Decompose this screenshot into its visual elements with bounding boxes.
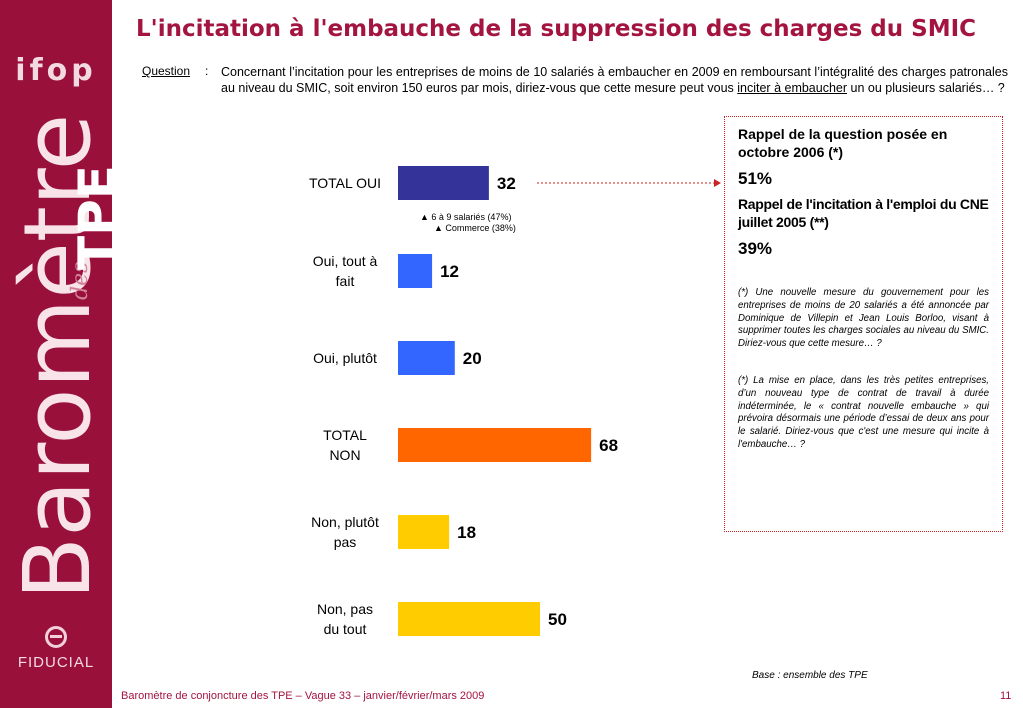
rappel-note-cne: (*) La mise en place, dans les très peti… (738, 374, 989, 450)
fiducial-logo-icon (45, 626, 67, 648)
category-label-3-0: TOTAL (323, 427, 367, 443)
page-title: L'incitation à l'embauche de la suppress… (136, 16, 977, 42)
base-note: Base : ensemble des TPE (752, 670, 868, 681)
value-label-1: 12 (440, 262, 459, 281)
category-label-4-0: Non, plutôt (311, 514, 379, 530)
bar-4 (398, 515, 450, 549)
question-label: Question (142, 64, 191, 78)
value-label-3: 68 (599, 436, 618, 455)
sidebar: ifop Baromètre des TPE FIDUCIAL (0, 0, 126, 708)
question-text-underlined: inciter à embaucher (737, 81, 848, 95)
rappel-title-cne: Rappel de l'incitation à l'emploi du CNE… (738, 196, 989, 230)
question-text: Concernant l’incitation pour les entrepr… (221, 64, 1008, 96)
category-label-3-1: NON (329, 447, 360, 463)
footer-text: Baromètre de conjoncture des TPE – Vague… (121, 690, 485, 702)
fiducial-wordmark: FIDUCIAL (17, 654, 95, 671)
value-label-5: 50 (548, 610, 567, 629)
category-label-4-1: pas (334, 534, 357, 550)
category-label-5-0: Non, pas (317, 601, 373, 617)
page-number: 11 (1000, 690, 1012, 702)
rappel-title-2006: Rappel de la question posée en octobre 2… (738, 126, 948, 160)
category-label-5-1: du tout (324, 621, 367, 637)
category-label-1-1: fait (336, 273, 355, 289)
ifop-logo: ifop (15, 52, 97, 88)
question-colon: : (205, 64, 209, 78)
annotation-0: ▲ 6 à 9 salariés (47%) (420, 212, 511, 222)
bar-5 (398, 602, 540, 636)
rappel-box: Rappel de la question posée en octobre 2… (724, 116, 1003, 532)
connector-arrowhead (714, 179, 721, 187)
category-label-2-0: Oui, plutôt (313, 350, 377, 366)
value-label-2: 20 (463, 349, 482, 368)
category-label-0-0: TOTAL OUI (309, 175, 381, 191)
question-text-part2: un ou plusieurs salariés… ? (847, 81, 1005, 95)
rappel-note-2006: (*) Une nouvelle mesure du gouvernement … (738, 287, 989, 350)
bar-1 (398, 254, 433, 288)
category-label-1-0: Oui, tout à (313, 253, 378, 269)
annotation-1: ▲ Commerce (38%) (434, 223, 516, 233)
footer-divider (112, 686, 1023, 687)
bar-0 (398, 166, 489, 200)
value-label-0: 32 (497, 174, 516, 193)
bar-2 (398, 341, 455, 375)
question-text-part1: Concernant l’incitation pour les entrepr… (221, 65, 1008, 95)
value-label-4: 18 (457, 523, 476, 542)
rappel-value-2006: 51% (738, 169, 773, 188)
rappel-value-cne: 39% (738, 239, 773, 258)
bar-3 (398, 428, 592, 462)
